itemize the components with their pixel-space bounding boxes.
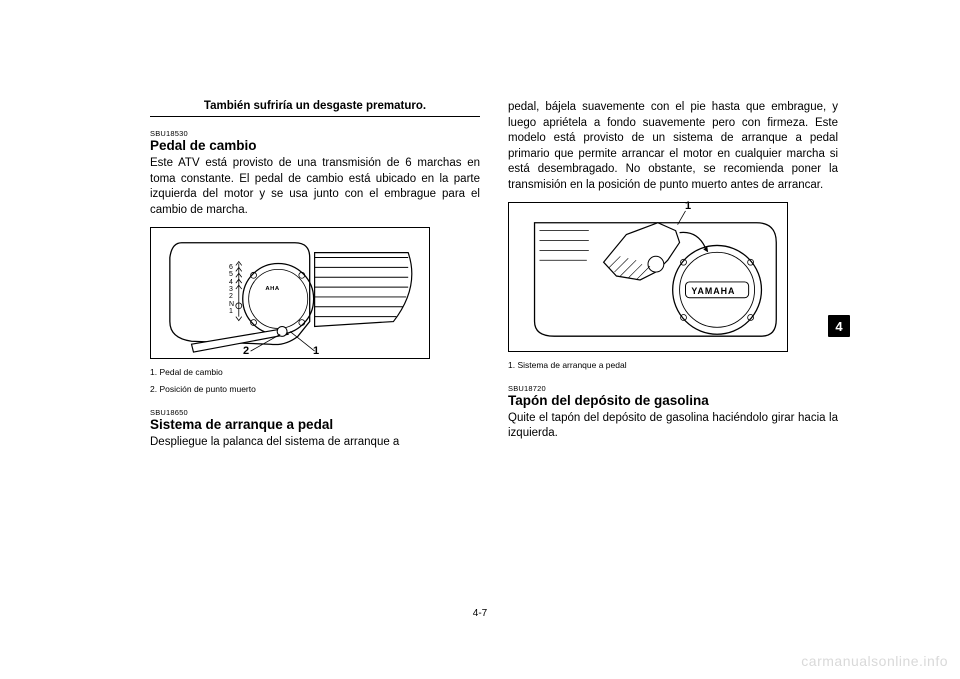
- right-column: pedal, bájela suavemente con el pie hast…: [508, 100, 838, 610]
- callout-1: 1: [313, 345, 319, 357]
- section-heading: Sistema de arranque a pedal: [150, 417, 480, 432]
- section-code: SBU18530: [150, 129, 480, 138]
- figure-caption: 1. Sistema de arranque a pedal: [508, 359, 838, 372]
- section-heading: Tapón del depósito de gasolina: [508, 393, 838, 408]
- figure-caption: 2. Posición de punto muerto: [150, 383, 480, 396]
- gear-label-stack: 6 5 4 3 2 N 1: [229, 264, 234, 315]
- gear-label: 3: [229, 286, 234, 293]
- body-text: Despliegue la palanca del sistema de arr…: [150, 435, 480, 451]
- left-column: También sufriría un desgaste prematuro. …: [150, 100, 480, 610]
- figure-caption: 1. Pedal de cambio: [150, 366, 480, 379]
- page-number: 4-7: [473, 608, 487, 619]
- gear-label: N: [229, 301, 234, 308]
- page-content: También sufriría un desgaste prematuro. …: [150, 100, 838, 610]
- body-text: Quite el tapón del depósito de gasolina …: [508, 411, 838, 442]
- figure-shift-pedal: AHA 6 5 4 3 2: [150, 227, 430, 359]
- section-code: SBU18720: [508, 384, 838, 393]
- figure-kick-starter: YAMAHA: [508, 202, 788, 352]
- gear-label: 2: [229, 293, 234, 300]
- warning-line: También sufriría un desgaste prematuro.: [150, 100, 480, 117]
- section-heading: Pedal de cambio: [150, 138, 480, 153]
- svg-text:AHA: AHA: [265, 286, 279, 292]
- body-text: Este ATV está provisto de una transmisió…: [150, 156, 480, 218]
- watermark: carmanualsonline.info: [801, 653, 948, 669]
- section-code: SBU18650: [150, 408, 480, 417]
- gear-label: 4: [229, 279, 234, 286]
- gear-label: 1: [229, 308, 234, 315]
- gear-label: 6: [229, 264, 234, 271]
- gear-label: 5: [229, 271, 234, 278]
- body-text: pedal, bájela suavemente con el pie hast…: [508, 100, 838, 193]
- kick-starter-illustration: YAMAHA: [509, 203, 787, 351]
- callout-1: 1: [685, 200, 691, 212]
- svg-text:YAMAHA: YAMAHA: [691, 286, 735, 296]
- shift-pedal-illustration: AHA: [151, 228, 429, 358]
- chapter-tab: 4: [828, 315, 850, 337]
- callout-2: 2: [243, 345, 249, 357]
